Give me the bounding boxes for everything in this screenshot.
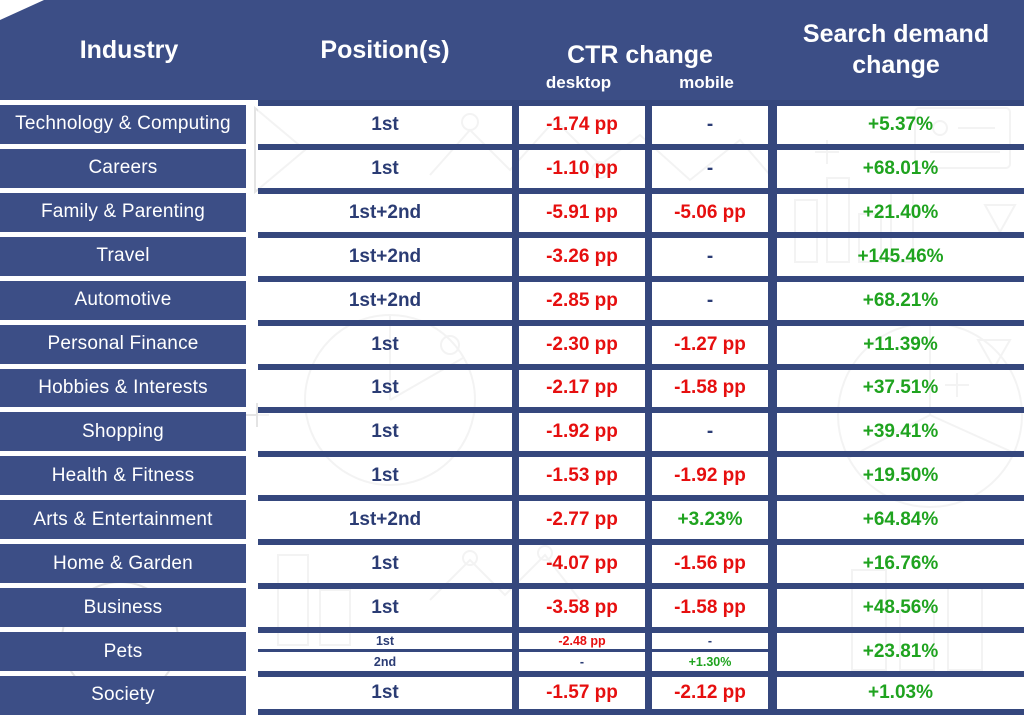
header-industry: Industry [79, 35, 179, 64]
industry-cell: Family & Parenting [0, 192, 246, 232]
position-cell: 1st [258, 539, 512, 584]
ctr-mobile-cell: -1.56 pp [645, 539, 768, 584]
position-cell: 2nd [258, 649, 512, 671]
ctr-mobile-cell: -5.06 pp [645, 187, 768, 232]
search-demand-cell: +68.01% [768, 143, 1024, 188]
ctr-mobile-cell: - [645, 143, 768, 188]
ctr-mobile-cell: - [645, 231, 768, 276]
table-row: Hobbies & Interests 1st -2.17 pp -1.58 pp +3… [0, 363, 1024, 408]
position-cell: 1st+2nd [258, 495, 512, 540]
split-subcolumn: 1st -2.48 pp -2nd - +1.30% [258, 627, 768, 671]
ctr-desktop-cell: -2.85 pp [512, 275, 645, 320]
position-cell: 1st [258, 583, 512, 628]
industry-cell: Hobbies & Interests [0, 368, 246, 408]
position-cell: 1st [258, 363, 512, 408]
ctr-mobile-cell: -2.12 pp [645, 670, 768, 715]
split-subrow: 2nd - +1.30% [258, 649, 768, 671]
ctr-desktop-cell: -4.07 pp [512, 539, 645, 584]
position-cell: 1st+2nd [258, 231, 512, 276]
position-cell: 1st+2nd [258, 187, 512, 232]
position-cell: 1st [258, 451, 512, 496]
search-demand-cell: +145.46% [768, 231, 1024, 276]
ctr-mobile-cell: -1.58 pp [645, 363, 768, 408]
ctr-desktop-cell: -3.58 pp [512, 583, 645, 628]
ctr-desktop-cell: -2.30 pp [512, 319, 645, 364]
search-demand-cell: +19.50% [768, 451, 1024, 496]
table-row: Careers 1st -1.10 pp - +68.01% [0, 143, 1024, 188]
search-demand-cell: +11.39% [768, 319, 1024, 364]
ctr-mobile-cell: -1.27 pp [645, 319, 768, 364]
industry-cell: Pets [0, 632, 246, 671]
ctr-desktop-cell: -2.17 pp [512, 363, 645, 408]
industry-cell: Careers [0, 148, 246, 188]
ctr-desktop-cell: - [512, 649, 645, 671]
ctr-mobile-cell: +3.23% [645, 495, 768, 540]
search-demand-cell: +68.21% [768, 275, 1024, 320]
ctr-desktop-cell: -5.91 pp [512, 187, 645, 232]
position-cell: 1st [258, 143, 512, 188]
position-cell: 1st+2nd [258, 275, 512, 320]
search-demand-cell: +39.41% [768, 407, 1024, 452]
ctr-mobile-cell: - [645, 627, 768, 650]
ctr-mobile-cell: - [645, 275, 768, 320]
table-row: Business 1st -3.58 pp -1.58 pp +48.56% [0, 583, 1024, 628]
search-demand-cell: +1.03% [768, 670, 1024, 715]
table-header: Industry Position(s) CTR change desktop … [0, 0, 1024, 100]
header-positions: Position(s) [320, 35, 450, 64]
industry-cell: Personal Finance [0, 324, 246, 364]
ctr-mobile-cell: -1.92 pp [645, 451, 768, 496]
table-row: Family & Parenting 1st+2nd -5.91 pp -5.06 p… [0, 187, 1024, 232]
split-subrow: 1st -2.48 pp - [258, 627, 768, 650]
table-row: Arts & Entertainment 1st+2nd -2.77 pp +3.23… [0, 495, 1024, 540]
ctr-desktop-cell: -2.77 pp [512, 495, 645, 540]
search-demand-cell: +23.81% [768, 627, 1024, 671]
ctr-desktop-cell: -1.57 pp [512, 670, 645, 715]
ctr-mobile-cell: +1.30% [645, 649, 768, 671]
ctr-desktop-cell: -1.53 pp [512, 451, 645, 496]
ctr-mobile-cell: -1.58 pp [645, 583, 768, 628]
search-demand-cell: +16.76% [768, 539, 1024, 584]
ctr-desktop-cell: -2.48 pp [512, 627, 645, 650]
table-body: Technology & Computing 1st -1.74 pp - +5.37%… [0, 100, 1024, 715]
position-cell: 1st [258, 407, 512, 452]
industry-cell: Technology & Computing [0, 105, 246, 144]
ctr-desktop-cell: -3.26 pp [512, 231, 645, 276]
header-ctr-change: CTR change [567, 41, 713, 69]
table-row: Travel 1st+2nd -3.26 pp - +145.46% [0, 231, 1024, 276]
table-row: Pets 1st -2.48 pp -2nd - +1.30% +23.81% [0, 627, 1024, 671]
search-demand-cell: +5.37% [768, 100, 1024, 144]
ctr-mobile-cell: - [645, 407, 768, 452]
search-demand-cell: +37.51% [768, 363, 1024, 408]
table-row: Technology & Computing 1st -1.74 pp - +5.37% [0, 100, 1024, 144]
position-cell: 1st [258, 319, 512, 364]
industry-cell: Shopping [0, 412, 246, 452]
industry-cell: Arts & Entertainment [0, 500, 246, 540]
table-row: Society 1st -1.57 pp -2.12 pp +1.03% [0, 670, 1024, 715]
table-row: Personal Finance 1st -2.30 pp -1.27 pp +11.3… [0, 319, 1024, 364]
position-cell: 1st [258, 627, 512, 650]
header-ctr-mobile: mobile [679, 73, 734, 92]
table-row: Automotive 1st+2nd -2.85 pp - +68.21% [0, 275, 1024, 320]
search-demand-cell: +64.84% [768, 495, 1024, 540]
ctr-mobile-cell: - [645, 100, 768, 144]
ctr-desktop-cell: -1.92 pp [512, 407, 645, 452]
header-ctr-desktop: desktop [545, 73, 612, 92]
industry-cell: Travel [0, 236, 246, 276]
industry-cell: Health & Fitness [0, 456, 246, 496]
industry-cell: Automotive [0, 280, 246, 320]
position-cell: 1st [258, 670, 512, 715]
table-row: Home & Garden 1st -4.07 pp -1.56 pp +16.76% [0, 539, 1024, 584]
search-demand-cell: +48.56% [768, 583, 1024, 628]
table-row: Health & Fitness 1st -1.53 pp -1.92 pp +19.5… [0, 451, 1024, 496]
position-cell: 1st [258, 100, 512, 144]
search-demand-cell: +21.40% [768, 187, 1024, 232]
industry-cell: Society [0, 675, 246, 715]
ctr-desktop-cell: -1.74 pp [512, 100, 645, 144]
header-search-demand: Search demand change [802, 19, 990, 79]
table-row: Shopping 1st -1.92 pp - +39.41% [0, 407, 1024, 452]
ctr-desktop-cell: -1.10 pp [512, 143, 645, 188]
industry-cell: Home & Garden [0, 544, 246, 584]
industry-cell: Business [0, 588, 246, 628]
